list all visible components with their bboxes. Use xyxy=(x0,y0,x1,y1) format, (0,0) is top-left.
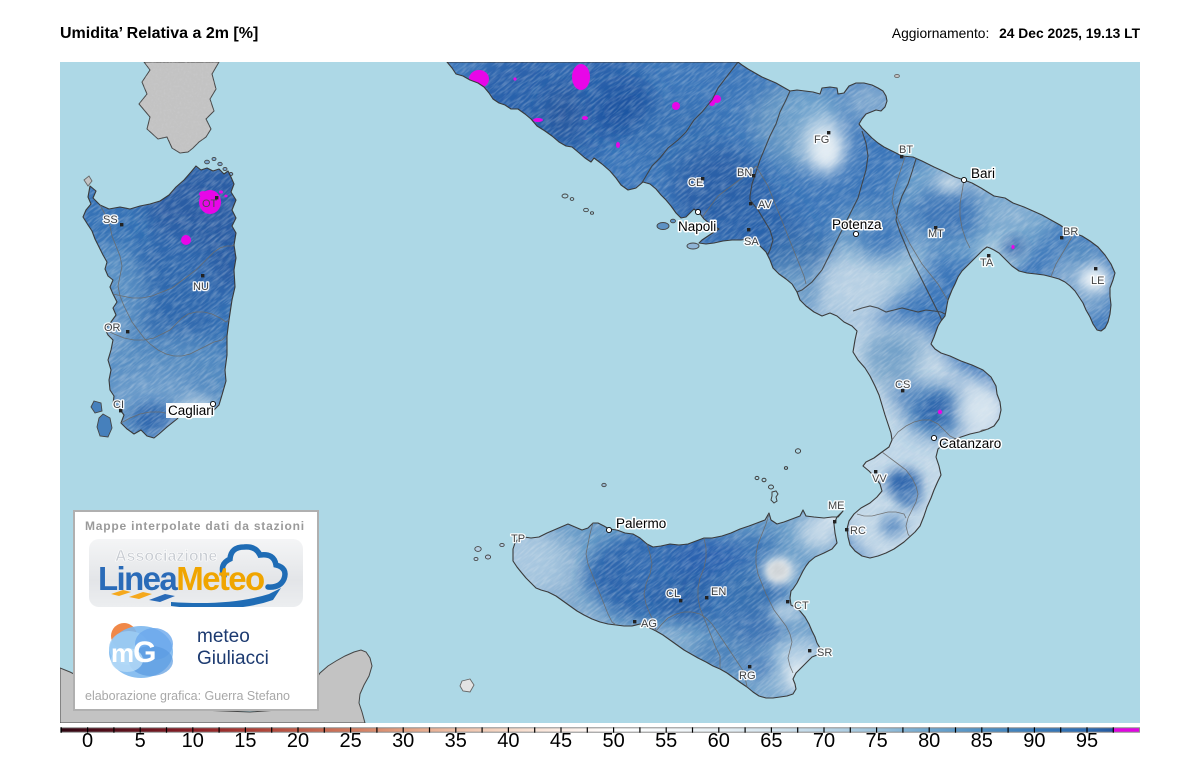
svg-text:BN: BN xyxy=(737,167,752,179)
svg-text:OT: OT xyxy=(202,198,218,210)
svg-text:AV: AV xyxy=(758,199,773,211)
svg-text:FG: FG xyxy=(814,134,829,146)
svg-text:CI: CI xyxy=(113,399,124,411)
svg-text:Potenza: Potenza xyxy=(832,217,882,232)
svg-text:MT: MT xyxy=(928,228,944,240)
svg-text:BR: BR xyxy=(1063,226,1078,238)
svg-text:TA: TA xyxy=(980,257,994,269)
svg-text:mG: mG xyxy=(111,636,155,669)
svg-text:meteo: meteo xyxy=(197,626,250,647)
svg-text:RG: RG xyxy=(739,670,756,682)
svg-text:SA: SA xyxy=(744,236,759,248)
svg-text:Napoli: Napoli xyxy=(678,219,716,234)
svg-text:CE: CE xyxy=(688,177,703,189)
svg-text:VV: VV xyxy=(872,473,887,485)
svg-text:TP: TP xyxy=(511,533,525,545)
svg-text:Giuliacci: Giuliacci xyxy=(197,648,269,669)
svg-text:CS: CS xyxy=(895,379,910,391)
svg-text:Associazione: Associazione xyxy=(115,548,217,565)
svg-text:Catanzaro: Catanzaro xyxy=(939,436,1001,451)
svg-text:CT: CT xyxy=(794,600,809,612)
svg-text:CL: CL xyxy=(666,588,680,600)
svg-text:Bari: Bari xyxy=(971,166,995,181)
svg-text:LineaMeteo: LineaMeteo xyxy=(98,560,264,597)
svg-text:SS: SS xyxy=(103,214,118,226)
svg-text:RC: RC xyxy=(850,525,866,537)
svg-text:OR: OR xyxy=(104,322,121,334)
svg-text:AG: AG xyxy=(641,618,657,630)
svg-text:Cagliari: Cagliari xyxy=(168,403,214,418)
svg-text:EN: EN xyxy=(711,586,726,598)
svg-text:ME: ME xyxy=(828,500,845,512)
svg-text:SR: SR xyxy=(817,647,832,659)
svg-text:NU: NU xyxy=(193,281,209,293)
svg-text:LE: LE xyxy=(1091,275,1104,287)
svg-text:Palermo: Palermo xyxy=(616,516,666,531)
svg-text:BT: BT xyxy=(899,144,913,156)
